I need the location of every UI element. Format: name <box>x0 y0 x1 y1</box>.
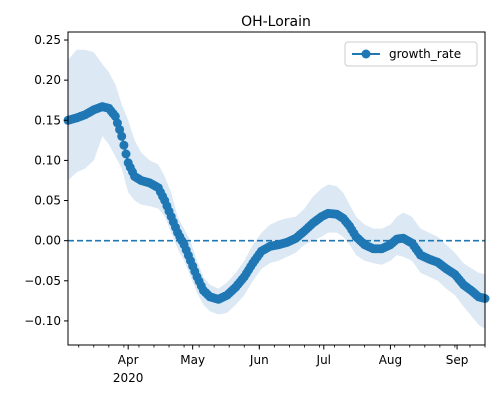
y-tick-label: 0.00 <box>34 234 61 248</box>
x-axis: Apr 2020 May Jun Jul Aug Sep <box>78 345 486 385</box>
confidence-band <box>68 49 485 329</box>
data-point <box>119 140 129 150</box>
x-tick-label: Aug <box>379 353 402 367</box>
data-point <box>121 149 131 159</box>
legend-swatch-marker <box>361 49 371 59</box>
data-point <box>117 131 127 141</box>
x-tick-label: Jun <box>249 353 269 367</box>
chart-title: OH-Lorain <box>241 14 311 30</box>
legend-box <box>344 41 478 67</box>
plot-frame <box>67 31 486 346</box>
y-axis: −0.10 −0.05 0.00 0.05 0.10 0.15 0.20 0.25 <box>24 33 68 328</box>
legend: growth_rate <box>344 41 478 67</box>
y-tick-label: 0.20 <box>34 73 61 87</box>
x-tick-label: Jul <box>316 353 331 367</box>
y-tick-label: 0.05 <box>34 194 61 208</box>
y-tick-label: 0.15 <box>34 113 61 127</box>
x-tick-label: Sep <box>446 353 469 367</box>
y-tick-label: −0.05 <box>24 274 61 288</box>
x-tick-label: Apr <box>118 353 139 367</box>
y-tick-label: 0.25 <box>34 33 61 47</box>
x-tick-label: May <box>180 353 205 367</box>
y-tick-label: −0.10 <box>24 314 61 328</box>
plot-area <box>63 31 490 346</box>
y-tick-label: 0.10 <box>34 153 61 167</box>
x-tick-sublabel: 2020 <box>113 371 144 385</box>
legend-label: growth_rate <box>389 47 461 61</box>
